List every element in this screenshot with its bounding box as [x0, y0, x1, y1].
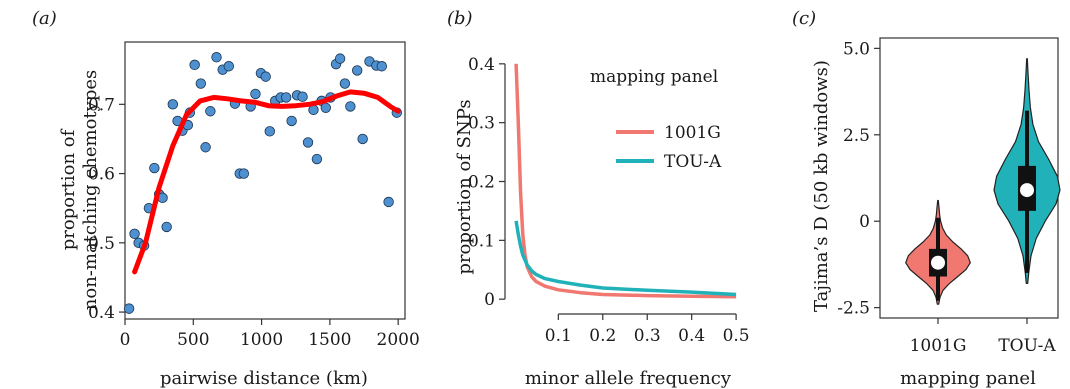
panel-a-xtick-label: 1000	[240, 330, 283, 350]
scatter-point	[320, 102, 331, 113]
panel-a-xlabel: pairwise distance (km)	[160, 368, 368, 389]
panel-c-ytick-label: -2.5	[837, 299, 870, 319]
panel-a-xtick-label: 1500	[308, 330, 351, 350]
scatter-point	[250, 88, 261, 100]
scatter-point	[286, 115, 297, 127]
panel-a-frame	[124, 41, 406, 320]
panel-b-axes: 0.1 0.2 0.3 0.4 0.5 0 0.1 0.2 0.3 0.4	[468, 55, 750, 346]
panel-a-ylabel-line1: proportion of	[58, 128, 79, 250]
scatter-point	[357, 133, 368, 145]
legend-title: mapping panel	[590, 67, 718, 87]
panel-a-ytick-label: 0.6	[88, 165, 115, 185]
panel-c-xtick-label: 1001G	[910, 336, 967, 356]
scatter-point	[149, 162, 160, 174]
scatter-point	[238, 168, 250, 179]
median-dot-tou-a	[1020, 183, 1034, 198]
panel-c-xtick-label: TOU-A	[998, 336, 1056, 356]
panel-a-label: (a)	[32, 8, 57, 29]
scatter-point	[339, 78, 351, 89]
legend-label-tou-a: TOU-A	[664, 152, 722, 172]
panel-a: (a) proportion of non-matching chemotype…	[32, 8, 420, 389]
scatter-point	[211, 52, 222, 63]
panel-a-marks	[123, 52, 403, 314]
series-line-tou-a	[514, 220, 737, 297]
panel-b-xlabel: minor allele frequency	[525, 368, 732, 389]
panel-c: (c) Tajima’s D (50 kb windows) mapping p…	[792, 8, 1061, 389]
scatter-point	[223, 61, 235, 72]
scatter-point	[297, 91, 308, 102]
series-line-1001g	[514, 63, 737, 299]
panel-a-xtick-label: 2000	[377, 330, 420, 350]
panel-c-xlabel: mapping panel	[900, 368, 1036, 389]
panel-b-marks	[514, 63, 737, 299]
panel-c-ytick-label: 5.0	[843, 39, 870, 59]
panel-a-ytick-label: 0.4	[88, 303, 115, 323]
scatter-point	[189, 59, 200, 71]
panel-b-xtick-label: 0.5	[723, 326, 750, 346]
median-dot-1001g	[931, 255, 945, 270]
panel-a-axes: 0 500 1000 1500 2000 0.4 0.5 0.6 0.7	[88, 41, 420, 350]
panel-b: (b) proportion of SNPs minor allele freq…	[447, 8, 750, 389]
scatter-point	[264, 126, 275, 137]
scatter-point	[200, 142, 211, 153]
panel-b-xtick-label: 0.1	[545, 326, 572, 346]
scatter-point	[195, 78, 207, 89]
panel-c-ylabel: Tajima’s D (50 kb windows)	[811, 60, 832, 312]
legend-label-1001g: 1001G	[664, 123, 721, 143]
panel-a-ytick-label: 0.5	[88, 234, 115, 254]
panel-b-ytick-label: 0	[484, 290, 495, 310]
panel-a-ylabel-line2: non-matching chemotypes	[80, 70, 101, 310]
panel-a-xtick-label: 500	[177, 330, 209, 350]
panel-b-xtick-label: 0.2	[589, 326, 616, 346]
scatter-point	[167, 99, 179, 110]
scatter-point	[334, 53, 346, 64]
panel-c-label: (c)	[792, 8, 816, 29]
scatter-point	[260, 71, 271, 82]
panel-b-ytick-label: 0.2	[468, 173, 495, 193]
scatter-point	[351, 65, 363, 76]
panel-b-ytick-label: 0.4	[468, 55, 495, 75]
scatter-point	[205, 106, 216, 117]
panel-a-xtick-label: 0	[120, 330, 131, 350]
panel-c-marks	[905, 58, 1061, 305]
scatter-point	[302, 137, 314, 148]
scatter-point	[383, 196, 394, 208]
panel-b-ytick-label: 0.1	[468, 231, 495, 251]
panel-c-axes: -2.5 0 2.5 5.0 1001G TOU-A	[837, 37, 1059, 356]
scatter-point	[376, 61, 387, 72]
panel-c-ytick-label: 2.5	[843, 126, 870, 146]
panel-c-ytick-label: 0	[859, 212, 870, 232]
scatter-point	[129, 228, 140, 240]
panel-a-ytick-label: 0.7	[88, 95, 115, 115]
scatter-point	[123, 303, 135, 314]
panel-b-ytick-label: 0.3	[468, 114, 495, 134]
panel-b-legend: mapping panel 1001G TOU-A	[590, 67, 722, 172]
panel-b-ylabel: proportion of SNPs	[454, 99, 475, 274]
scatter-point	[161, 221, 172, 233]
panel-b-label: (b)	[447, 8, 473, 29]
scatter-point	[345, 101, 356, 112]
scatter-point	[311, 153, 323, 165]
panel-b-xtick-label: 0.4	[678, 326, 705, 346]
fit-curve	[132, 89, 401, 275]
panel-b-xtick-label: 0.3	[634, 326, 661, 346]
scatter-point	[280, 92, 292, 103]
